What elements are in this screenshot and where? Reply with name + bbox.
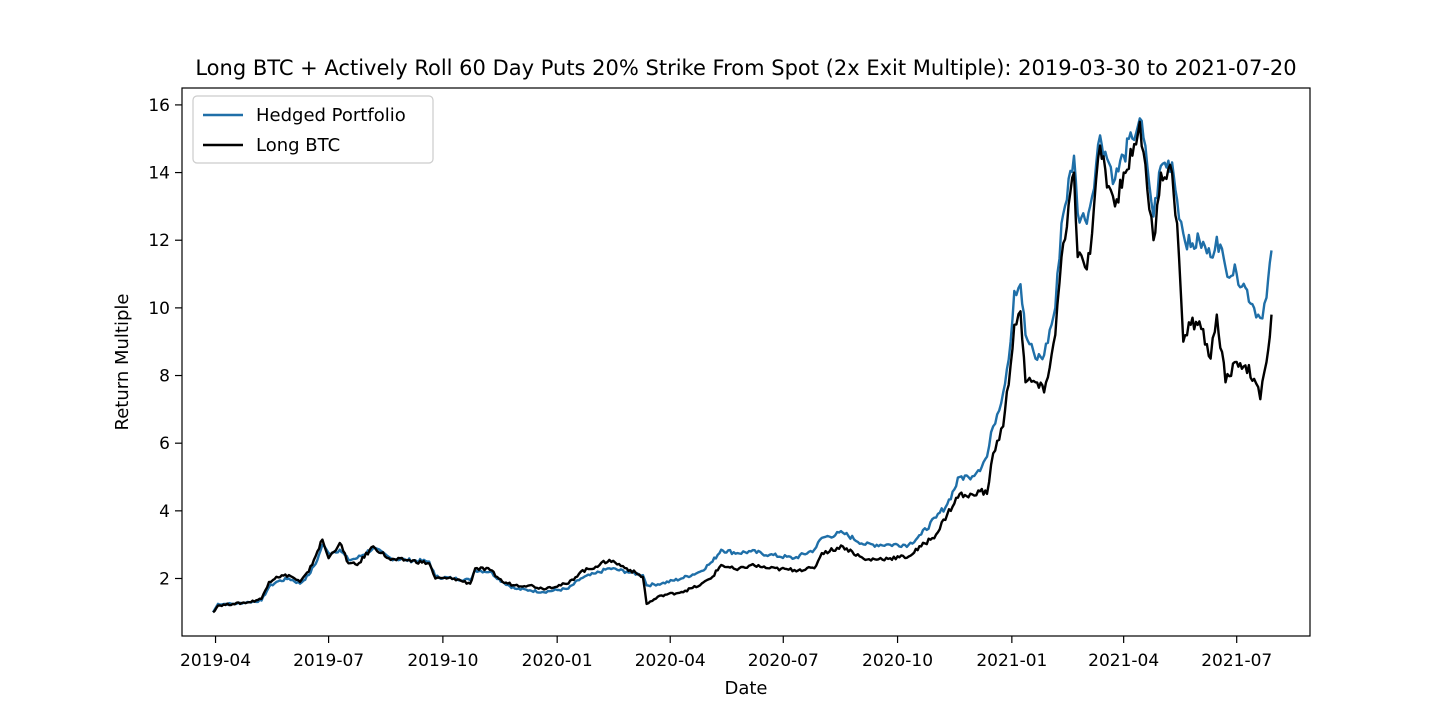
y-tick-label: 16 [148, 96, 170, 116]
legend-label-long-btc: Long BTC [256, 135, 340, 156]
x-tick-label: 2019-07 [293, 651, 364, 671]
x-tick-label: 2021-07 [1201, 651, 1272, 671]
x-tick-label: 2020-07 [748, 651, 819, 671]
plot-frame [181, 87, 1311, 637]
series-line-long-btc [212, 120, 1273, 614]
y-axis-label: Return Multiple [112, 294, 133, 431]
y-tick-label: 2 [159, 569, 170, 589]
x-tick-label: 2020-04 [635, 651, 706, 671]
y-tick-label: 14 [148, 164, 170, 184]
legend-label-hedged-portfolio: Hedged Portfolio [256, 105, 406, 126]
series-layer [212, 117, 1273, 614]
series-line-hedged-portfolio [212, 117, 1273, 613]
x-tick-label: 2019-04 [180, 651, 251, 671]
x-tick-label: 2021-04 [1088, 651, 1159, 671]
x-axis: 2019-04 2019-07 2019-10 2020-01 2020-04 2020-… [180, 636, 1272, 671]
y-axis: 2 4 6 8 10 12 14 16 [148, 96, 182, 589]
y-tick-label: 10 [148, 299, 170, 319]
x-tick-label: 2020-10 [862, 651, 933, 671]
chart-title: Long BTC + Actively Roll 60 Day Puts 20%… [195, 56, 1296, 80]
legend: Hedged Portfolio Long BTC [192, 95, 434, 164]
legend-box [192, 95, 434, 164]
y-tick-label: 8 [159, 367, 170, 387]
y-tick-label: 4 [159, 502, 170, 522]
x-tick-label: 2019-10 [407, 651, 478, 671]
y-tick-label: 6 [159, 434, 170, 454]
x-tick-label: 2020-01 [522, 651, 593, 671]
y-tick-label: 12 [148, 231, 170, 251]
x-axis-label: Date [724, 678, 767, 699]
x-tick-label: 2021-01 [976, 651, 1047, 671]
